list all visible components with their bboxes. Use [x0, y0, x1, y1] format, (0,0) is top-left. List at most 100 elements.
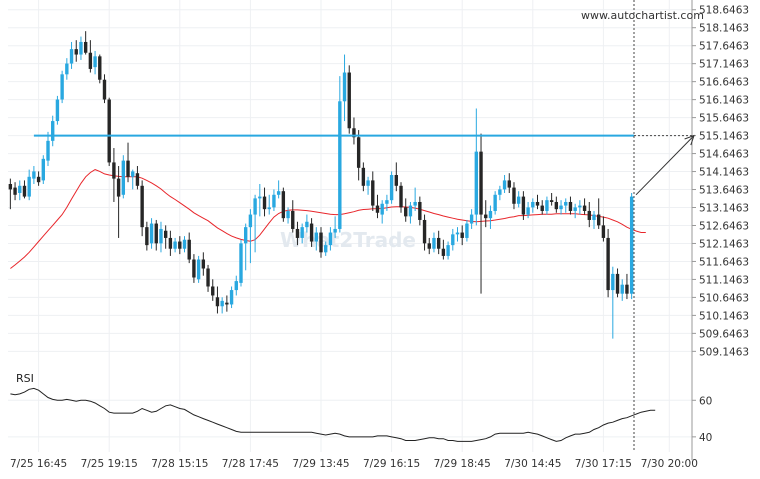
candle	[243, 223, 248, 271]
candle-body	[597, 214, 601, 226]
time-tick-label: 7/25 19:15	[81, 458, 138, 470]
candle-body	[554, 201, 559, 210]
candle-body	[305, 221, 309, 228]
candle-body	[74, 49, 78, 55]
candle-body	[295, 228, 300, 238]
candle-body	[22, 185, 27, 197]
candle	[568, 196, 573, 215]
candle	[27, 169, 31, 201]
candle-body	[140, 185, 144, 228]
candle-body	[587, 210, 591, 220]
candle-body	[568, 201, 573, 211]
candle-body	[102, 79, 107, 100]
candle-body	[408, 205, 413, 217]
candle	[441, 239, 446, 260]
candle	[168, 230, 173, 256]
candle	[13, 182, 17, 201]
candle-body	[540, 205, 544, 211]
candle-body	[69, 49, 74, 64]
rsi-axis: 60 40	[692, 395, 712, 444]
time-tick-label: 7/29 16:15	[363, 458, 420, 470]
candle-body	[413, 201, 417, 206]
candle-body	[479, 151, 483, 215]
candle-body	[55, 99, 60, 122]
candle-body	[422, 219, 427, 244]
candle	[281, 187, 286, 222]
candle	[427, 237, 431, 255]
candle	[385, 194, 389, 211]
candle-body	[225, 302, 229, 305]
candle-body	[564, 201, 568, 206]
candle-body	[446, 245, 450, 256]
price-tick-label: 516.1463	[699, 95, 749, 107]
price-tick-label: 517.1463	[699, 59, 749, 71]
candle	[474, 108, 479, 226]
candle-body	[545, 200, 549, 211]
candle	[502, 175, 507, 193]
candle	[361, 162, 366, 192]
candle-body	[168, 237, 173, 249]
watermark-brand: What2Trade	[280, 228, 416, 252]
time-tick-label: 7/30 14:45	[504, 458, 561, 470]
candle	[404, 198, 408, 222]
candle	[18, 180, 22, 201]
candle-body	[484, 214, 488, 219]
candle-body	[498, 189, 502, 195]
resistance-level	[33, 0, 695, 452]
candle-body	[291, 210, 295, 229]
candle-body	[253, 198, 257, 215]
candle-body	[272, 194, 276, 208]
candle-body	[601, 225, 606, 238]
price-tick-label: 511.6463	[699, 256, 749, 268]
candle-body	[196, 259, 201, 280]
candle	[131, 169, 135, 190]
candle-body	[380, 203, 384, 215]
candle-body	[300, 227, 304, 238]
rsi-plot	[10, 387, 656, 442]
candle-body	[32, 171, 36, 179]
candle	[319, 227, 323, 258]
candle-body	[582, 205, 587, 211]
candle	[248, 209, 253, 264]
candle-body	[276, 191, 281, 195]
candle	[41, 155, 45, 184]
candle	[229, 286, 234, 309]
candle	[597, 198, 601, 229]
candle	[140, 180, 144, 237]
candle-body	[116, 178, 121, 197]
price-tick-label: 516.6463	[699, 77, 749, 89]
candle-body	[258, 196, 262, 199]
candle	[69, 41, 74, 69]
candle	[512, 182, 516, 210]
candle-body	[234, 281, 238, 291]
candle-body	[559, 205, 563, 210]
candle-body	[267, 207, 271, 210]
price-axis: 518.6463 518.1463 517.6463 517.1463 516.6463…	[691, 0, 749, 460]
candle-body	[126, 160, 130, 177]
candle-body	[83, 41, 88, 53]
candle-body	[512, 187, 516, 204]
candle	[145, 221, 149, 251]
candle-body	[93, 56, 97, 68]
price-tick-label: 512.1463	[699, 238, 749, 250]
candle	[436, 230, 441, 255]
candle	[98, 54, 102, 84]
rsi-gridlines	[8, 399, 692, 438]
candle	[112, 148, 116, 202]
candle-body	[262, 196, 267, 210]
time-gridlines	[38, 0, 670, 452]
candle	[446, 241, 450, 260]
candle-body	[149, 223, 154, 244]
candle-body	[535, 201, 540, 206]
candle	[116, 166, 121, 238]
candle-body	[206, 268, 210, 287]
candle-body	[46, 140, 50, 161]
candle	[465, 219, 469, 242]
candle-body	[573, 207, 577, 211]
candle	[545, 196, 549, 215]
candle-body	[371, 180, 375, 206]
candle-body	[8, 184, 13, 190]
candle	[356, 130, 361, 181]
candle	[578, 200, 582, 215]
candle	[220, 297, 224, 314]
